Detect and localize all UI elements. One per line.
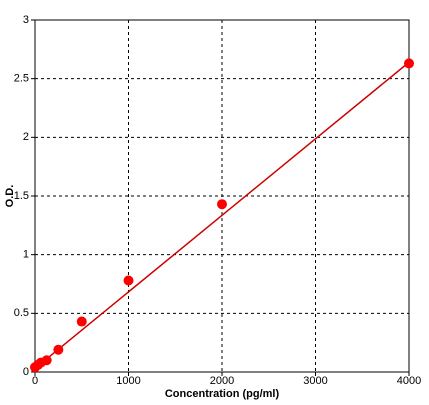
x-tick-label: 1000 <box>116 375 140 387</box>
y-axis-label: O.D. <box>4 185 16 208</box>
x-axis-label: Concentration (pg/ml) <box>165 388 280 400</box>
data-point <box>404 58 414 69</box>
x-tick-label: 3000 <box>303 375 327 387</box>
fit-line <box>34 61 410 370</box>
data-point <box>41 355 52 366</box>
y-tick-label: 3 <box>23 14 29 26</box>
x-tick-label: 2000 <box>210 375 234 387</box>
data-point <box>53 344 64 355</box>
y-tick-label: 1 <box>23 249 29 261</box>
x-tick-label: 4000 <box>397 375 421 387</box>
data-point <box>76 316 87 327</box>
data-point <box>217 199 227 210</box>
x-tick-label: 0 <box>32 375 38 387</box>
y-tick-label: 2.5 <box>14 73 29 85</box>
y-tick-label: 0.5 <box>14 307 29 319</box>
y-tick-label: 1.5 <box>14 190 29 202</box>
y-tick-label: 0 <box>23 366 29 378</box>
data-point <box>123 275 134 286</box>
plot-frame <box>34 19 410 373</box>
y-tick-label: 2 <box>23 131 29 143</box>
